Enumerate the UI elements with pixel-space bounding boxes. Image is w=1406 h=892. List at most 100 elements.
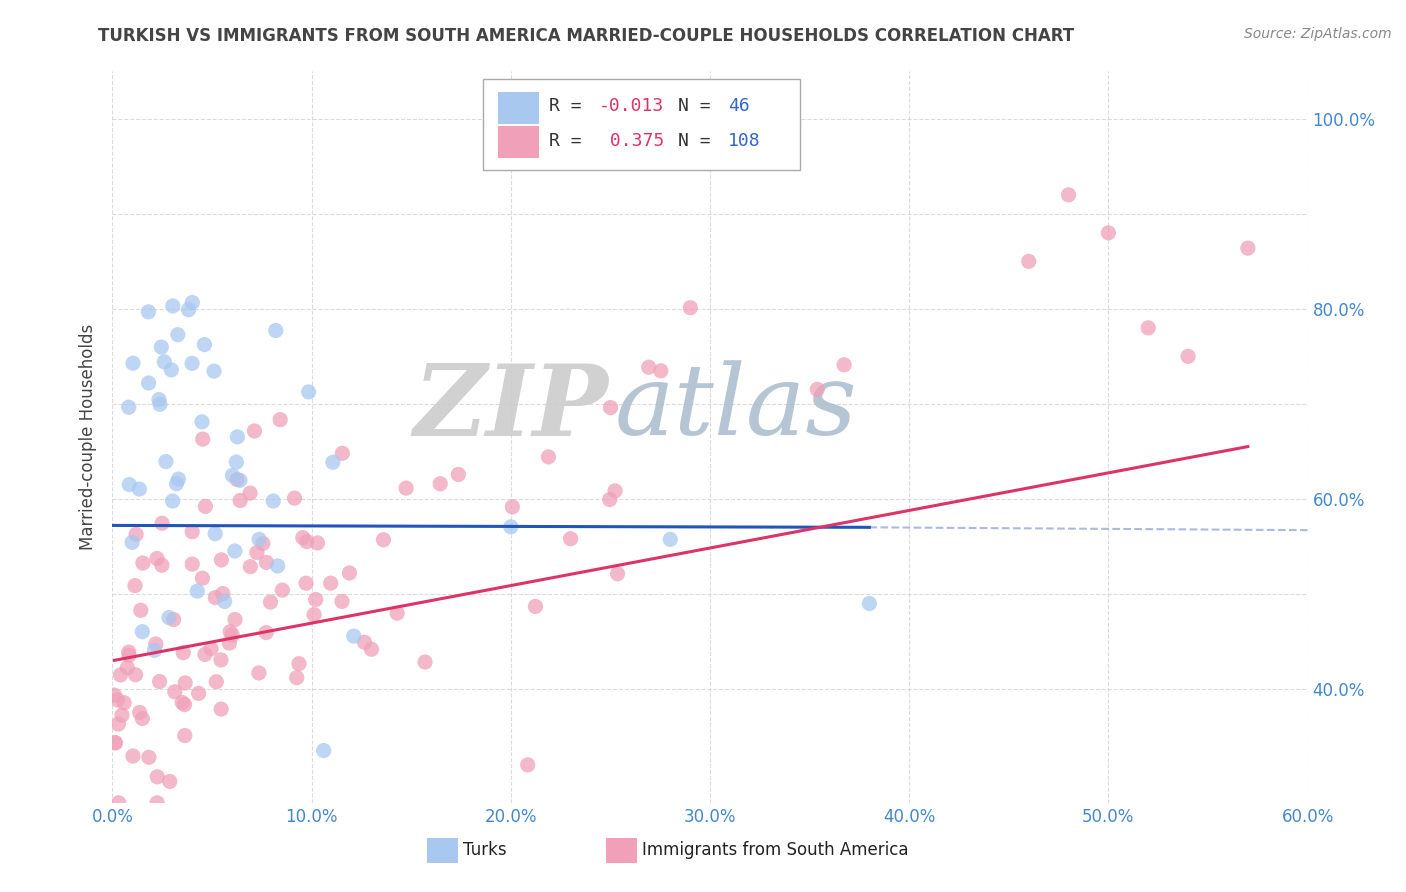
Point <box>606 566 628 581</box>
Text: 46: 46 <box>728 97 749 115</box>
Point <box>516 757 538 772</box>
Text: N =: N = <box>678 97 721 115</box>
Point <box>650 364 672 378</box>
Point <box>162 299 184 313</box>
Point <box>226 473 249 487</box>
FancyBboxPatch shape <box>606 838 637 863</box>
Point <box>194 500 217 514</box>
Point <box>262 494 284 508</box>
Point <box>166 327 188 342</box>
Point <box>148 392 170 407</box>
Point <box>413 655 436 669</box>
Point <box>266 558 288 573</box>
Point <box>204 526 226 541</box>
Point <box>599 401 621 415</box>
Point <box>659 533 682 547</box>
Point <box>173 698 195 712</box>
Text: ZIP: ZIP <box>413 359 609 456</box>
Point <box>1097 226 1119 240</box>
Point <box>247 665 270 680</box>
Point <box>537 450 560 464</box>
Point <box>124 667 146 681</box>
Point <box>143 643 166 657</box>
Point <box>118 400 141 414</box>
Point <box>224 613 246 627</box>
Point <box>1057 187 1080 202</box>
Point <box>172 646 194 660</box>
Point <box>264 324 287 338</box>
Point <box>385 606 408 620</box>
Point <box>118 477 141 491</box>
Point <box>162 494 184 508</box>
Point <box>214 594 236 608</box>
Point <box>121 535 143 549</box>
Point <box>191 571 214 585</box>
Point <box>219 624 242 639</box>
Point <box>229 473 252 487</box>
Point <box>145 637 167 651</box>
Point <box>599 492 621 507</box>
Point <box>221 468 243 483</box>
Point <box>174 676 197 690</box>
Point <box>1237 241 1260 255</box>
Point <box>224 544 246 558</box>
Point <box>447 467 470 482</box>
Point <box>146 796 169 810</box>
Point <box>239 486 262 500</box>
Text: TURKISH VS IMMIGRANTS FROM SOUTH AMERICA MARRIED-COUPLE HOUSEHOLDS CORRELATION C: TURKISH VS IMMIGRANTS FROM SOUTH AMERICA… <box>98 27 1074 45</box>
Point <box>560 532 582 546</box>
Point <box>194 648 217 662</box>
Point <box>138 305 160 319</box>
Point <box>229 493 252 508</box>
Point <box>429 476 451 491</box>
Point <box>104 735 127 749</box>
Point <box>146 770 169 784</box>
Point <box>105 693 128 707</box>
Point <box>181 295 204 310</box>
Point <box>129 603 152 617</box>
Point <box>806 382 828 396</box>
Text: Immigrants from South America: Immigrants from South America <box>643 841 908 859</box>
Point <box>138 750 160 764</box>
Point <box>1177 349 1199 363</box>
Point <box>252 536 274 550</box>
Text: Source: ZipAtlas.com: Source: ZipAtlas.com <box>1244 27 1392 41</box>
Point <box>330 446 353 460</box>
Point <box>181 524 204 539</box>
Point <box>499 520 522 534</box>
Point <box>307 536 329 550</box>
Point <box>269 412 291 426</box>
Point <box>360 642 382 657</box>
Point <box>150 516 173 531</box>
Point <box>131 624 153 639</box>
Point <box>832 358 855 372</box>
Point <box>125 527 148 541</box>
Point <box>288 657 311 671</box>
Point <box>285 671 308 685</box>
Text: R =: R = <box>548 132 592 150</box>
Point <box>110 668 132 682</box>
Point <box>291 531 314 545</box>
Point <box>254 625 277 640</box>
Point <box>146 551 169 566</box>
Point <box>128 706 150 720</box>
Point <box>283 491 305 505</box>
Point <box>157 610 180 624</box>
Point <box>256 555 278 569</box>
Point <box>259 595 281 609</box>
Point <box>172 696 194 710</box>
Point <box>322 455 344 469</box>
Point <box>209 702 232 716</box>
Point <box>353 635 375 649</box>
FancyBboxPatch shape <box>427 838 458 863</box>
Point <box>117 660 139 674</box>
Text: N =: N = <box>678 132 721 150</box>
Point <box>271 583 294 598</box>
Point <box>395 481 418 495</box>
Text: -0.013: -0.013 <box>599 97 664 115</box>
Point <box>173 729 195 743</box>
Text: R =: R = <box>548 97 592 115</box>
Point <box>295 576 318 591</box>
Point <box>858 597 880 611</box>
Point <box>501 500 523 514</box>
